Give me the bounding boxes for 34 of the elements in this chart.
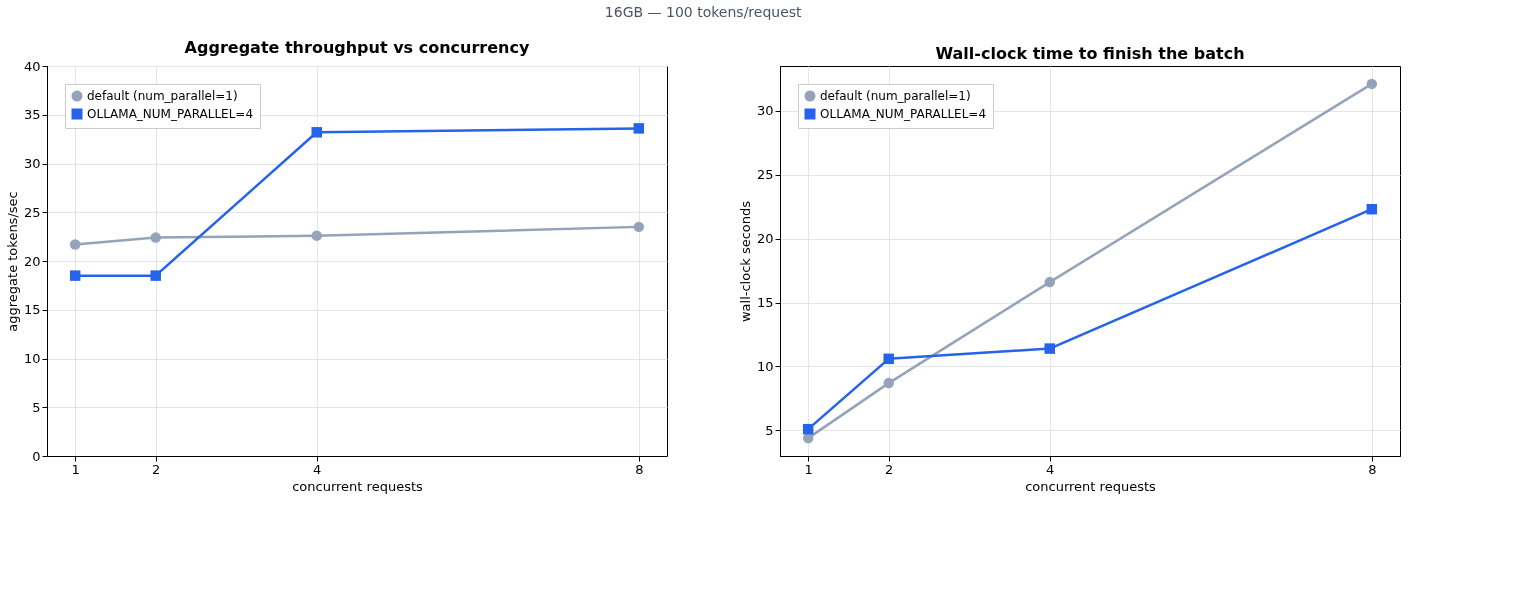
legend-label: default (num_parallel=1): [87, 89, 238, 103]
y-tick-label: 25: [23, 204, 41, 220]
legend-label: default (num_parallel=1): [820, 89, 971, 103]
x-axis-title: concurrent requests: [1025, 478, 1156, 494]
y-tick-label: 40: [23, 58, 41, 74]
y-tick-label: 15: [756, 295, 774, 311]
x-tick-label: 8: [635, 461, 644, 477]
legend-label: OLLAMA_NUM_PARALLEL=4: [87, 107, 254, 121]
x-tick-label: 1: [804, 461, 813, 477]
x-tick-label: 8: [1368, 461, 1377, 477]
y-tick-label: 20: [23, 253, 41, 269]
y-tick-label: 15: [23, 302, 41, 318]
y-tick-label: 25: [756, 167, 774, 183]
y-axis-title: aggregate tokens/sec: [4, 191, 20, 332]
chart-title: Wall-clock time to finish the batch: [935, 44, 1245, 63]
legend-label: OLLAMA_NUM_PARALLEL=4: [820, 107, 987, 121]
text: 16GB — 100 tokens/request: [604, 3, 803, 20]
y-tick-label: 5: [32, 399, 41, 415]
x-axis-title: concurrent requests: [292, 478, 423, 494]
y-tick-label: 10: [756, 358, 774, 374]
y-tick-label: 10: [23, 351, 41, 366]
x-tick-label: 4: [313, 461, 322, 477]
y-tick-label: 5: [765, 422, 774, 438]
y-tick-label: 0: [32, 448, 41, 464]
x-tick-label: 4: [1046, 461, 1055, 477]
y-tick-label: 30: [756, 103, 774, 119]
y-axis-title: wall-clock seconds: [737, 200, 753, 323]
y-tick-label: 20: [756, 231, 774, 247]
chart-title: Aggregate throughput vs concurrency: [184, 38, 530, 57]
x-tick-label: 1: [71, 461, 80, 477]
y-tick-label: 30: [23, 156, 41, 171]
x-tick-label: 2: [885, 461, 894, 477]
x-tick-label: 2: [152, 461, 161, 477]
y-tick-label: 35: [23, 107, 41, 123]
